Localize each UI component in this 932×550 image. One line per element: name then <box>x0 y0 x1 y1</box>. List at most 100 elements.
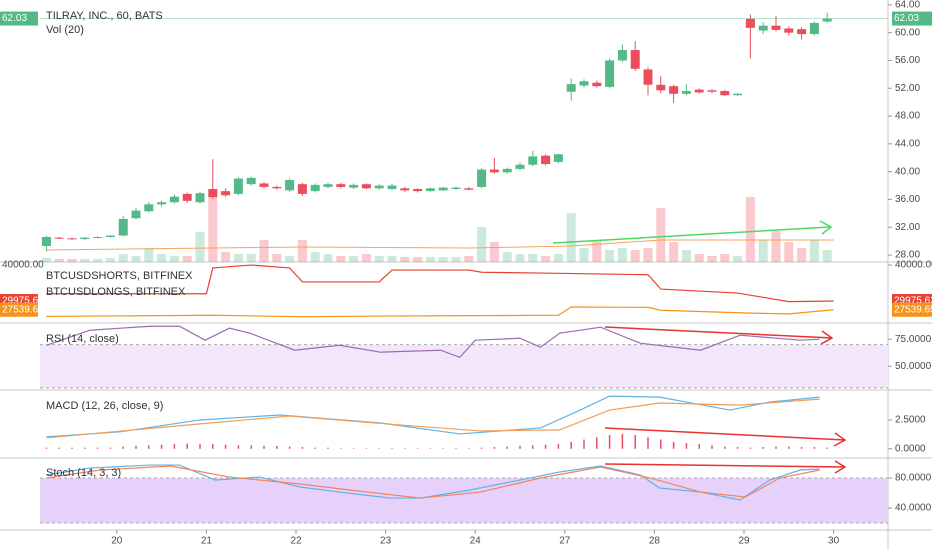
candle-body <box>361 184 371 189</box>
volume-bar <box>93 259 103 262</box>
price-badge <box>0 302 38 317</box>
volume-bar <box>323 254 333 262</box>
volume-bar <box>630 250 640 262</box>
candle-body <box>387 185 397 190</box>
candle-body <box>630 50 640 69</box>
candle-body <box>745 18 755 28</box>
y-tick-label: 50.0000 <box>895 361 932 372</box>
volume-bar <box>797 248 807 262</box>
candle-body <box>822 18 832 22</box>
candle-body <box>528 156 538 165</box>
volume-bar <box>617 248 627 262</box>
volume-bar <box>425 257 435 262</box>
candle-body <box>93 236 103 238</box>
candle-body <box>349 184 359 188</box>
volume-bar <box>400 257 410 262</box>
trend-arrow <box>552 226 831 244</box>
price-badge-label: 62.03 <box>2 13 27 24</box>
y-tick-label: 36.00 <box>895 194 920 205</box>
candle-body <box>758 25 768 31</box>
x-tick-label: 20 <box>111 536 123 547</box>
candle-body <box>169 196 179 203</box>
candle-body <box>54 237 64 239</box>
candle-body <box>41 236 51 247</box>
candle-body <box>579 81 589 86</box>
candle-body <box>605 60 615 87</box>
candle-body <box>413 189 423 192</box>
candle-body <box>797 29 807 35</box>
trend-arrow <box>604 326 833 339</box>
candle-body <box>118 218 128 236</box>
y-tick-label: 28.00 <box>895 250 920 261</box>
volume-bar <box>694 254 704 262</box>
y-tick-label: 52.00 <box>895 83 920 94</box>
arrow-head <box>833 432 847 447</box>
rsi-title: RSI (14, close) <box>46 333 119 345</box>
candle-body <box>144 204 154 212</box>
candle-body <box>272 186 282 189</box>
candle-body <box>425 188 435 192</box>
volume-bar <box>784 242 794 262</box>
volume-bar <box>669 242 679 262</box>
volume-bar <box>681 250 691 262</box>
candle-body <box>67 238 77 240</box>
volume-bar <box>541 256 551 262</box>
candle-body <box>451 187 461 190</box>
x-tick-label: 22 <box>290 536 302 547</box>
volume-bar <box>489 242 499 262</box>
candle-body <box>105 235 115 237</box>
volume-bar <box>374 256 384 262</box>
volume-bar <box>285 256 295 262</box>
volume-bar <box>349 256 359 262</box>
volume-bar <box>272 254 282 262</box>
y-tick-label: 48.00 <box>895 111 920 122</box>
candle-body <box>720 91 730 96</box>
y-tick-label: 64.00 <box>895 0 920 11</box>
x-tick-label: 29 <box>738 536 750 547</box>
indicator-line <box>46 264 834 303</box>
volume-bar <box>297 240 307 262</box>
annotations <box>552 220 847 474</box>
candle-body <box>656 84 666 91</box>
volume-bar <box>144 248 154 262</box>
volume-bar <box>361 254 371 262</box>
volume-title: Vol (20) <box>46 24 84 36</box>
candle-body <box>336 184 346 187</box>
volume-bar <box>387 256 397 262</box>
candle-body <box>221 191 231 196</box>
y-tick-label-left: 40000.00 <box>2 260 44 271</box>
volume-bar <box>310 252 320 262</box>
x-tick-label: 21 <box>201 536 213 547</box>
y-tick-label: 32.00 <box>895 222 920 233</box>
price-badge <box>892 302 932 317</box>
y-tick-label: 56.00 <box>895 55 920 66</box>
volume-bar <box>643 248 653 262</box>
candle-body <box>489 169 499 173</box>
volume-bar <box>413 257 423 262</box>
y-tick-label: 40000.00 <box>895 260 932 271</box>
volume-ma <box>46 239 834 251</box>
series-name: BTCUSDSHORTS, BITFINEX <box>46 270 193 282</box>
indicator-line <box>46 306 834 318</box>
candle-body <box>259 183 269 187</box>
candle-body <box>310 184 320 192</box>
volume-bar <box>720 254 730 262</box>
symbol-title: TILRAY, INC., 60, BATS <box>46 10 163 22</box>
candle-body <box>681 91 691 94</box>
candle-body <box>784 28 794 33</box>
x-tick-label: 24 <box>470 536 482 547</box>
candle-body <box>438 187 448 191</box>
price-badge-label: 29975.62 <box>894 296 932 307</box>
volume-bar <box>118 254 128 262</box>
volume-bar <box>182 256 192 262</box>
arrow-head <box>819 220 833 235</box>
volume-bar <box>208 198 218 262</box>
candle-body <box>464 188 474 190</box>
y-tick-label: 75.0000 <box>895 334 932 345</box>
candle-body <box>233 178 243 194</box>
volume-bar <box>246 254 256 262</box>
candle-body <box>566 84 576 92</box>
candle-body <box>182 193 192 201</box>
